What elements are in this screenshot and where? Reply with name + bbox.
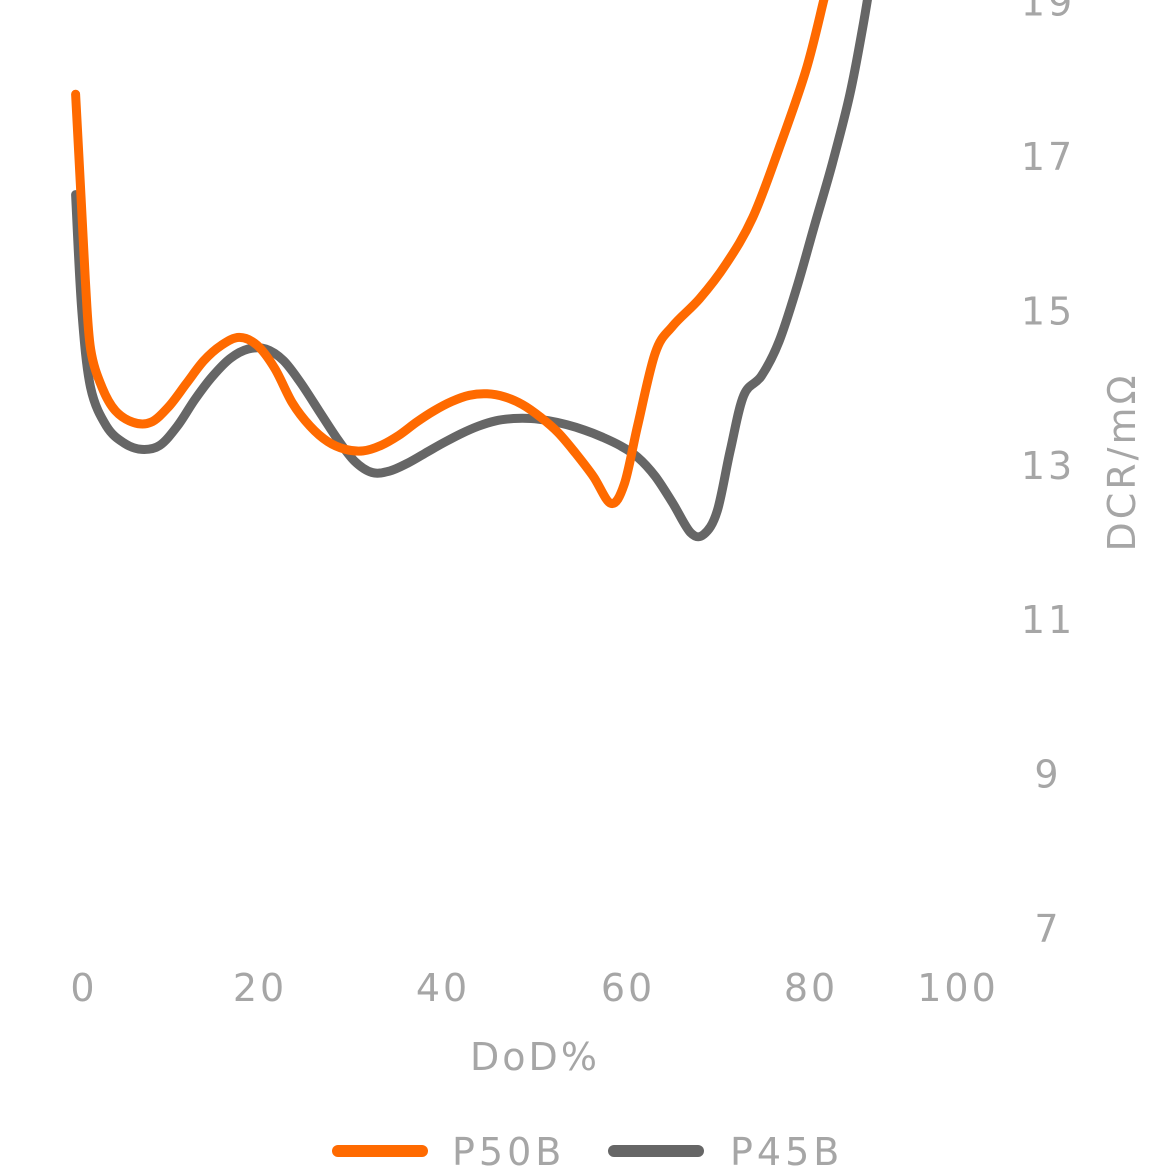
x-axis-label: DoD% bbox=[470, 1035, 600, 1079]
y-tick-label: 15 bbox=[1021, 289, 1075, 333]
series-line-p50b bbox=[71, 0, 829, 508]
series-line-p45b bbox=[71, 0, 872, 542]
legend-item-p50b: P50B bbox=[332, 1130, 565, 1170]
x-tick-label: 80 bbox=[784, 966, 838, 1010]
x-tick-label: 100 bbox=[917, 966, 999, 1010]
y-axis-label: DCR/mΩ bbox=[1100, 372, 1144, 551]
y-tick-label: 7 bbox=[1034, 907, 1061, 951]
legend: P50B P45B bbox=[332, 1130, 843, 1170]
x-axis-ticks: 0 20 40 60 80 100 bbox=[70, 966, 999, 1010]
y-axis-ticks: 7 9 11 13 15 17 19 bbox=[1021, 0, 1075, 951]
x-tick-label: 0 bbox=[70, 966, 97, 1010]
series-layer bbox=[71, 0, 872, 542]
x-tick-label: 20 bbox=[233, 966, 287, 1010]
x-tick-label: 40 bbox=[416, 966, 470, 1010]
y-tick-label: 19 bbox=[1021, 0, 1075, 25]
legend-item-p45b: P45B bbox=[608, 1130, 843, 1170]
y-tick-label: 13 bbox=[1021, 444, 1075, 488]
y-tick-label: 17 bbox=[1021, 135, 1075, 179]
y-tick-label: 9 bbox=[1034, 753, 1061, 797]
y-tick-label: 11 bbox=[1021, 598, 1075, 642]
legend-label: P50B bbox=[452, 1130, 565, 1170]
x-tick-label: 60 bbox=[601, 966, 655, 1010]
legend-label: P45B bbox=[730, 1130, 843, 1170]
